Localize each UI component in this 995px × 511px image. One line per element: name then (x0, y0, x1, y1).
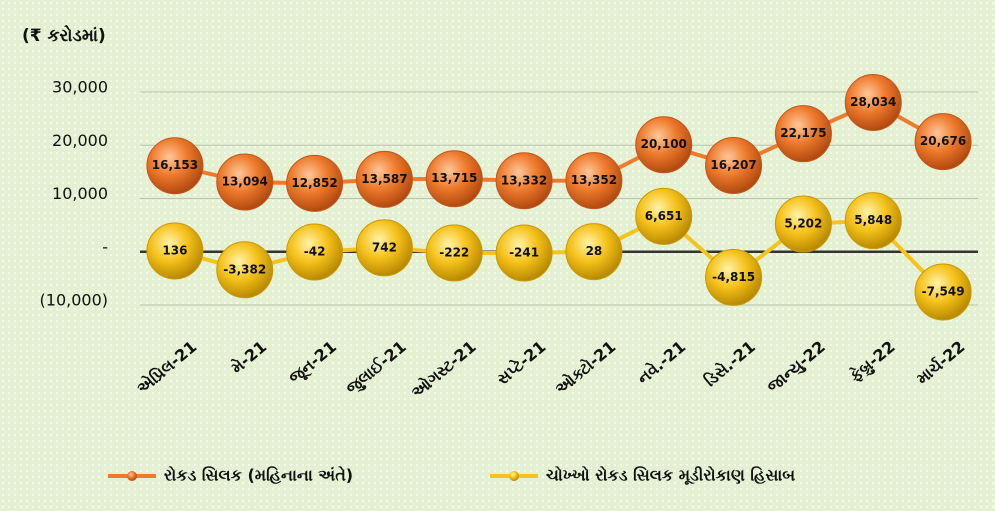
data-label: -42 (304, 244, 326, 258)
data-label: 28,034 (850, 95, 896, 109)
legend-label: રોકડ સિલક (મહિનાના અંતે) (164, 464, 353, 484)
data-label: 16,153 (152, 158, 198, 172)
data-point (146, 137, 204, 195)
data-point (844, 73, 902, 131)
data-label: 13,094 (222, 175, 268, 189)
data-label: -241 (509, 246, 539, 260)
data-label: 13,587 (361, 172, 407, 186)
data-label: -3,382 (223, 262, 266, 276)
data-point (914, 263, 972, 321)
data-point (705, 248, 763, 306)
data-label: 13,352 (571, 173, 617, 187)
data-label: -222 (439, 245, 469, 259)
data-point (705, 136, 763, 194)
data-point (495, 152, 553, 210)
data-label: 20,676 (920, 134, 966, 148)
data-point (495, 224, 553, 282)
data-point (565, 152, 623, 210)
data-label: 12,852 (291, 176, 337, 190)
data-label: -7,549 (922, 284, 965, 298)
legend-marker (509, 471, 519, 481)
legend-marker (127, 471, 137, 481)
data-point (774, 105, 832, 163)
y-tick-label: (10,000) (40, 291, 108, 310)
data-point (635, 187, 693, 245)
chart-title: (₹ કરોડમાં) (22, 24, 106, 46)
data-label: 6,651 (645, 209, 683, 223)
data-point (565, 223, 623, 281)
data-label: 13,332 (501, 173, 547, 187)
data-point (774, 195, 832, 253)
data-point (844, 192, 902, 250)
data-label: 5,848 (854, 213, 892, 227)
data-point (216, 241, 274, 299)
y-tick-label: - (102, 237, 108, 256)
data-label: -4,815 (712, 270, 755, 284)
data-point (146, 222, 204, 280)
data-label: 20,100 (641, 137, 687, 151)
data-point (425, 150, 483, 208)
data-point (635, 116, 693, 174)
y-tick-label: 30,000 (52, 78, 108, 97)
data-point (914, 113, 972, 171)
data-point (355, 150, 413, 208)
data-point (216, 153, 274, 211)
y-tick-label: 20,000 (52, 131, 108, 150)
data-point (286, 154, 344, 212)
data-label: 28 (586, 244, 603, 258)
y-tick-label: 10,000 (52, 184, 108, 203)
data-point (355, 219, 413, 277)
data-label: 16,207 (710, 158, 756, 172)
data-point (425, 224, 483, 282)
data-label: 136 (162, 244, 187, 258)
data-label: 13,715 (431, 171, 477, 185)
legend-label: ચોખ્ખો રોકડ સિલક મૂડીરોકાણ હિસાબ (546, 465, 795, 486)
data-label: 5,202 (784, 217, 822, 231)
data-label: 742 (372, 240, 397, 254)
data-point (286, 223, 344, 281)
data-label: 22,175 (780, 126, 826, 140)
